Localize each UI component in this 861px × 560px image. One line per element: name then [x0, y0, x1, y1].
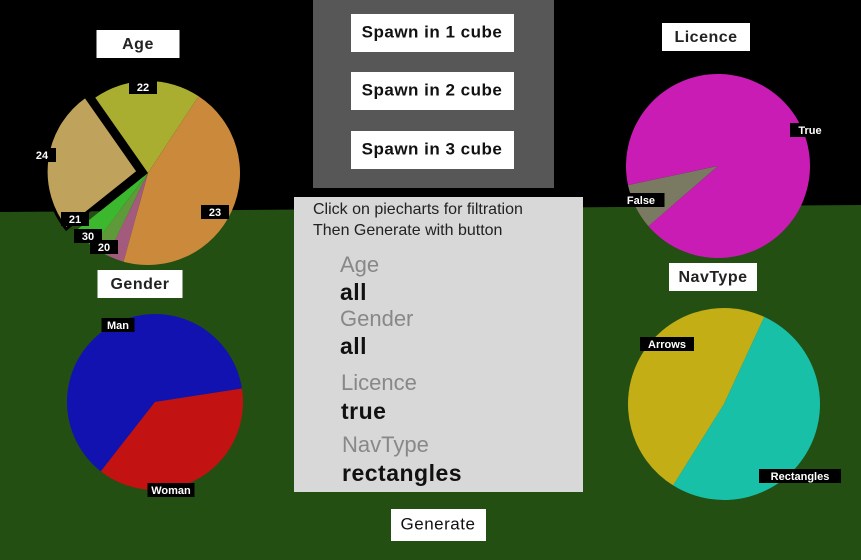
slice-label-bg [61, 212, 89, 226]
generate-button[interactable] [391, 509, 486, 541]
slice-label: Rectangles [771, 471, 830, 483]
slice-label-bg [790, 123, 830, 137]
pie-slice[interactable] [67, 314, 242, 472]
slice-label-bg [90, 240, 118, 254]
filter-value: all [340, 279, 367, 305]
filter-value: rectangles [342, 460, 462, 486]
slice-label: False [627, 195, 655, 207]
slice-label: 30 [82, 231, 94, 243]
spawn-button[interactable] [351, 72, 514, 110]
slice-label: Arrows [648, 339, 686, 351]
spawn-button-label[interactable]: Spawn in 3 cube [362, 139, 503, 158]
chart-title-bg [662, 23, 750, 51]
filter-label: Gender [340, 306, 413, 331]
slice-label: Man [107, 320, 129, 332]
chart-title: Licence [674, 29, 737, 46]
slice-label-bg [101, 318, 135, 332]
chart-title: NavType [678, 269, 747, 286]
slice-label: 23 [209, 207, 221, 219]
slice-label-bg [617, 193, 665, 207]
filter-value: true [341, 398, 386, 424]
slice-label: 24 [36, 150, 49, 162]
spawn-button[interactable] [351, 14, 514, 52]
slice-label-bg [147, 483, 195, 497]
pie-slice[interactable] [628, 166, 718, 227]
instruction: Click on piecharts for filtration [313, 201, 523, 218]
pie-slice[interactable] [95, 80, 199, 173]
pie-slice[interactable] [107, 173, 148, 262]
slice-label: 20 [98, 242, 110, 254]
slice-label-bg [640, 337, 694, 351]
generate-label[interactable]: Generate [401, 514, 476, 533]
chart-title-bg [96, 30, 180, 58]
slice-label: 22 [137, 82, 149, 94]
pie-slice[interactable] [626, 74, 811, 259]
pie-slice[interactable] [123, 96, 241, 265]
slice-label-bg [129, 80, 157, 94]
filter-panel [294, 197, 583, 492]
chart-title-bg [97, 270, 183, 298]
slice-label-bg [74, 229, 102, 243]
spawn-button-label[interactable]: Spawn in 1 cube [362, 22, 503, 41]
chart-title: Age [122, 36, 154, 53]
slice-label-bg [201, 205, 229, 219]
chart-title: Gender [110, 276, 169, 293]
pie-slice[interactable] [673, 316, 820, 500]
chart-title-bg [669, 263, 757, 291]
pie-slice[interactable] [100, 388, 243, 490]
slice-label: Woman [151, 485, 191, 497]
pie-slice[interactable] [627, 307, 765, 486]
slice-label-bg [28, 148, 56, 162]
slice-label: True [798, 125, 821, 137]
filter-label: Age [340, 252, 379, 277]
instruction: Then Generate with button [313, 222, 502, 239]
filter-label: NavType [342, 432, 429, 457]
filter-label: Licence [341, 370, 417, 395]
spawn-button[interactable] [351, 131, 514, 169]
pie-slice[interactable] [92, 173, 148, 256]
spawn-button-label[interactable]: Spawn in 2 cube [362, 80, 503, 99]
pie-slice[interactable] [76, 173, 148, 247]
filter-value: all [340, 333, 367, 359]
slice-label-bg [759, 469, 841, 483]
slice-label: 21 [69, 214, 81, 226]
